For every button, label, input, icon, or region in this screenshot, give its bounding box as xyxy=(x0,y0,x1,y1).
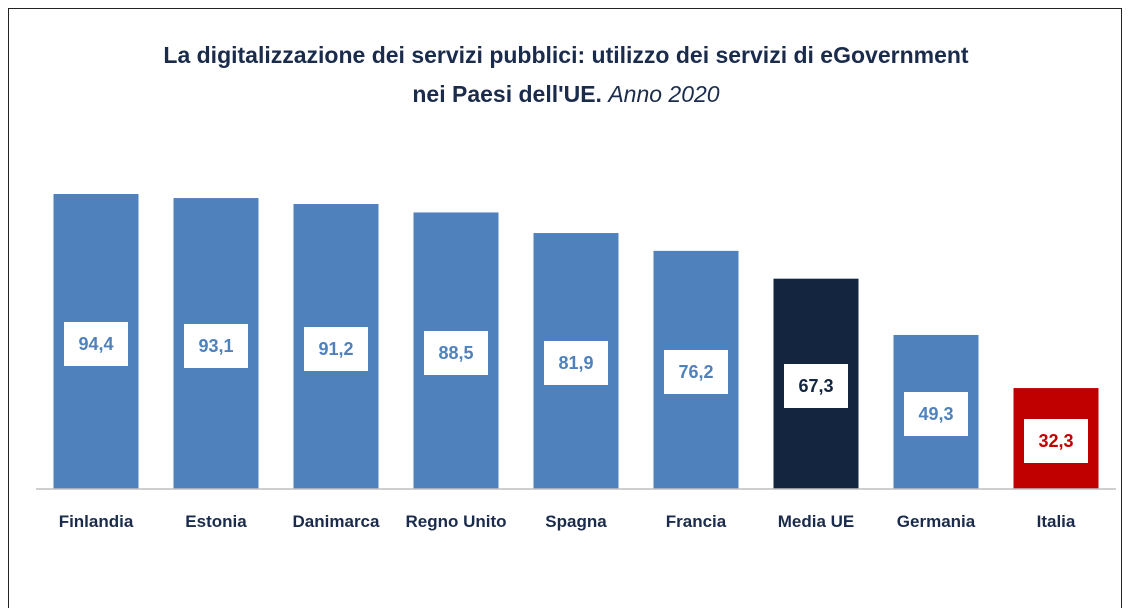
value-label: 32,3 xyxy=(1024,418,1088,463)
x-tick-label: Danimarca xyxy=(292,512,380,531)
chart-title-block: La digitalizzazione dei servizi pubblici… xyxy=(150,36,982,114)
x-tick-label: Finlandia xyxy=(58,512,134,531)
x-tick-label: Estonia xyxy=(185,512,247,531)
value-label: 81,9 xyxy=(544,341,608,386)
x-tick-label: Germania xyxy=(896,512,976,531)
value-label: 94,4 xyxy=(64,321,128,366)
chart-subtitle: Anno 2020 xyxy=(608,81,720,107)
page: La digitalizzazione dei servizi pubblici… xyxy=(8,8,1122,608)
value-label: 93,1 xyxy=(184,323,248,368)
chart xyxy=(36,194,1116,490)
value-label: 76,2 xyxy=(664,349,728,394)
x-tick-label: Italia xyxy=(1036,512,1076,531)
value-label: 49,3 xyxy=(904,391,968,436)
chart-title: La digitalizzazione dei servizi pubblici… xyxy=(163,42,969,107)
value-label: 91,2 xyxy=(304,326,368,371)
x-tick-label: Francia xyxy=(665,512,727,531)
frame xyxy=(8,8,1122,608)
x-tick-label: Spagna xyxy=(545,512,607,531)
value-label: 88,5 xyxy=(424,330,488,375)
x-tick-label: Regno Unito xyxy=(405,512,507,531)
x-tick-label: Media UE xyxy=(777,512,855,531)
value-label: 67,3 xyxy=(784,363,848,408)
